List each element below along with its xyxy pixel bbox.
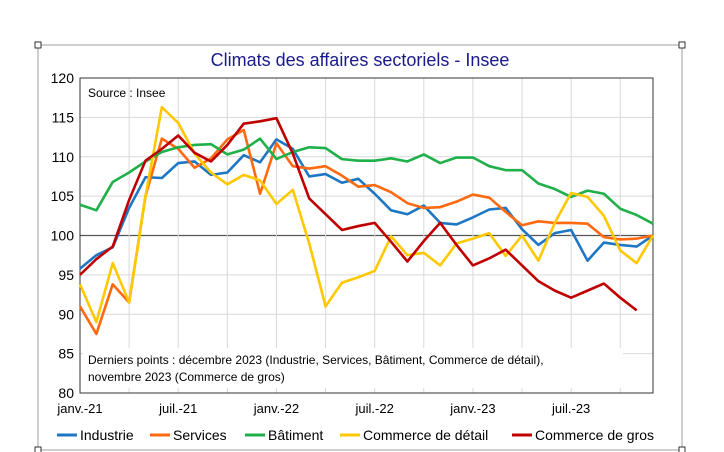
note-line-2: novembre 2023 (Commerce de gros) (88, 370, 285, 384)
selection-handle (34, 41, 42, 49)
legend-label: Commerce de détail (363, 427, 488, 443)
y-tick-label: 90 (58, 306, 74, 322)
x-tick-label: juil.-23 (551, 401, 590, 416)
x-tick-label: janv.-22 (253, 401, 299, 416)
selection-handle (34, 446, 42, 452)
chart-frame (37, 44, 683, 451)
y-tick-label: 95 (58, 267, 74, 283)
y-tick-label: 120 (51, 70, 75, 86)
note-line-1: Derniers points : décembre 2023 (Industr… (88, 353, 544, 367)
x-tick-label: juil.-22 (355, 401, 394, 416)
series-line-commerce-de-d-tail (78, 105, 655, 324)
legend-label: Industrie (80, 427, 134, 443)
legend-label: Services (173, 427, 227, 443)
source-label: Source : Insee (88, 86, 166, 100)
selection-handle (678, 446, 686, 452)
legend-label: Commerce de gros (535, 427, 654, 443)
series-line-commerce-de-gros (79, 116, 638, 312)
x-tick-label: janv.-21 (56, 401, 102, 416)
x-tick-label: juil.-21 (158, 401, 197, 416)
y-tick-label: 110 (52, 149, 75, 165)
legend-label: Bâtiment (268, 427, 323, 443)
y-tick-label: 105 (51, 188, 75, 204)
x-tick-label: janv.-23 (449, 401, 495, 416)
series-line-b-timent (79, 137, 654, 225)
selection-handle (678, 41, 686, 49)
y-tick-label: 100 (51, 228, 75, 244)
chart-title: Climats des affaires sectoriels - Insee (211, 50, 510, 70)
series-line-industrie (79, 138, 654, 270)
y-tick-label: 115 (52, 109, 75, 125)
note-box (83, 348, 623, 388)
y-tick-label: 85 (58, 346, 74, 362)
y-tick-label: 80 (58, 385, 74, 401)
